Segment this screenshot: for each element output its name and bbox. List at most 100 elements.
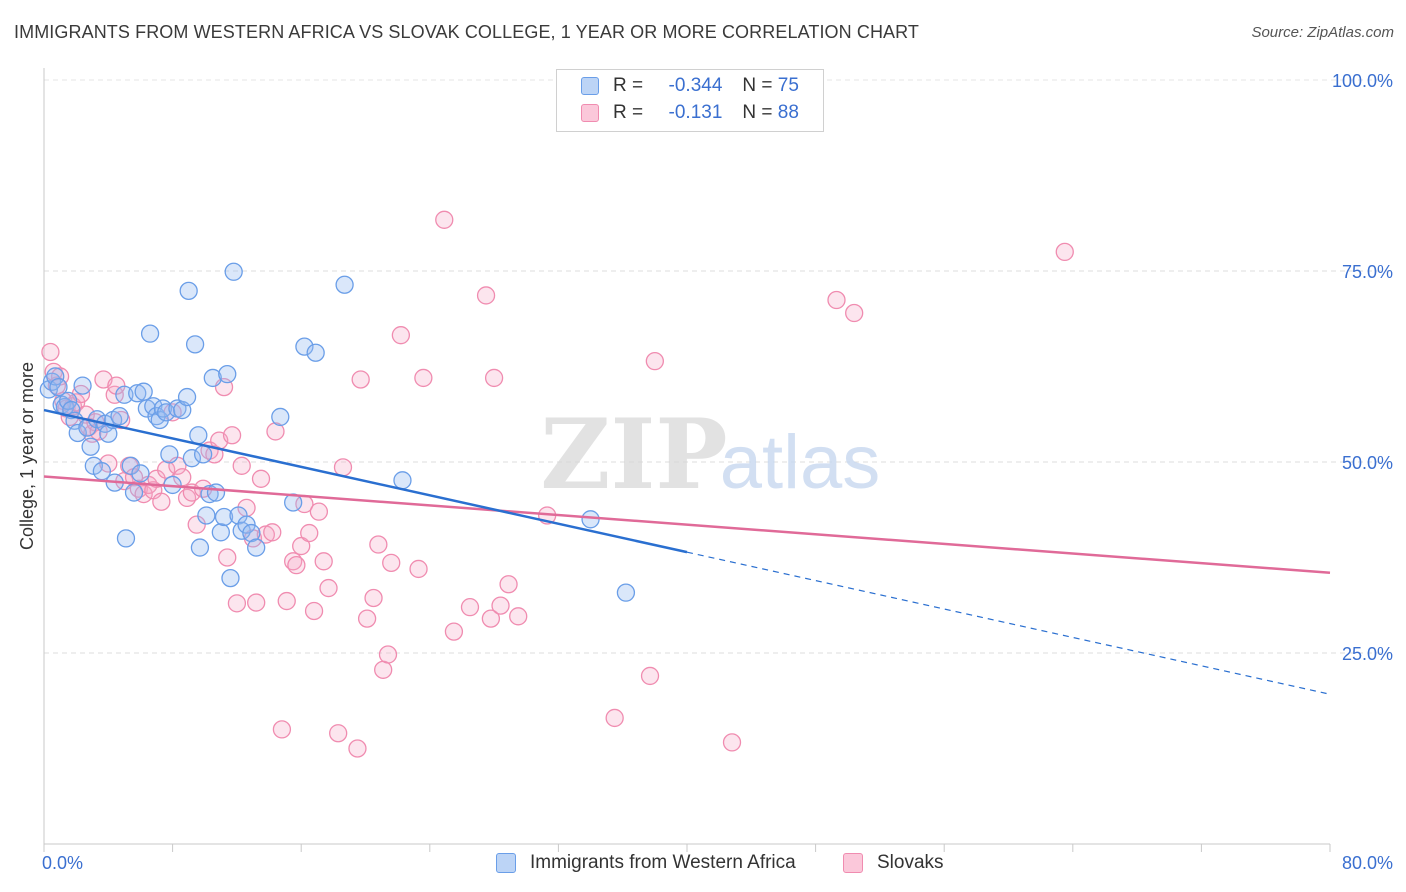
point-western-africa bbox=[295, 337, 314, 356]
point-slovaks bbox=[314, 552, 333, 571]
y-tick-label: 75.0% bbox=[1342, 262, 1393, 282]
legend-swatch-pink bbox=[581, 104, 599, 122]
point-western-africa bbox=[73, 376, 92, 395]
point-slovaks bbox=[266, 422, 285, 441]
legend-n-label: N = bbox=[742, 75, 773, 96]
point-slovaks bbox=[845, 303, 864, 323]
point-slovaks bbox=[722, 733, 742, 752]
point-slovaks bbox=[378, 645, 398, 664]
point-western-africa bbox=[221, 568, 240, 588]
point-slovaks bbox=[481, 609, 501, 628]
point-slovaks bbox=[509, 607, 528, 626]
point-slovaks bbox=[827, 290, 846, 310]
legend-r-label: R = bbox=[613, 75, 644, 96]
chart-source: Source: ZipAtlas.com bbox=[1251, 24, 1394, 41]
point-slovaks bbox=[329, 724, 348, 743]
point-western-africa bbox=[121, 456, 140, 475]
trendline-western-africa bbox=[43, 408, 688, 554]
point-western-africa bbox=[193, 445, 213, 464]
point-slovaks bbox=[227, 594, 247, 613]
correlation-legend: R = -0.344 N = 75 R = -0.131 N = 88 bbox=[556, 69, 824, 132]
series-legend-label: Immigrants from Western Africa bbox=[530, 852, 796, 873]
point-western-africa bbox=[335, 275, 354, 294]
point-slovaks bbox=[147, 469, 166, 488]
point-western-africa bbox=[237, 515, 256, 534]
y-tick-label: 25.0% bbox=[1342, 644, 1393, 664]
point-slovaks bbox=[218, 548, 237, 567]
point-western-africa bbox=[81, 437, 100, 456]
point-western-africa bbox=[214, 507, 234, 527]
point-slovaks bbox=[105, 385, 124, 404]
series-legend: Immigrants from Western Africa Slovaks bbox=[0, 852, 1406, 878]
point-western-africa bbox=[116, 529, 136, 548]
point-western-africa bbox=[247, 538, 266, 557]
point-slovaks bbox=[277, 591, 296, 611]
point-western-africa bbox=[206, 483, 226, 502]
point-slovaks bbox=[272, 720, 292, 739]
legend-row-western-africa: R = -0.344 N = 75 bbox=[581, 74, 799, 98]
x-tick-label: 0.0% bbox=[42, 853, 83, 873]
point-western-africa bbox=[581, 510, 600, 529]
point-western-africa bbox=[185, 335, 205, 354]
point-slovaks bbox=[287, 555, 306, 575]
point-slovaks bbox=[374, 660, 393, 679]
point-slovaks bbox=[382, 553, 401, 572]
point-slovaks bbox=[460, 598, 480, 617]
point-western-africa bbox=[211, 523, 230, 542]
watermark-atlas: atlas bbox=[720, 420, 881, 505]
point-slovaks bbox=[435, 210, 454, 229]
point-western-africa bbox=[197, 506, 216, 525]
point-slovaks bbox=[369, 535, 388, 554]
watermark-zip: ZIP bbox=[540, 398, 727, 511]
point-slovaks bbox=[357, 609, 377, 628]
legend-n-value: 88 bbox=[777, 102, 799, 123]
legend-n-label: N = bbox=[742, 102, 773, 123]
point-slovaks bbox=[364, 588, 383, 608]
trendline-slovaks bbox=[43, 475, 1331, 575]
y-axis-label: College, 1 year or more bbox=[17, 362, 37, 550]
legend-r-label: R = bbox=[613, 102, 644, 123]
x-tick-label: 80.0% bbox=[1342, 853, 1393, 873]
legend-r-value: -0.344 bbox=[668, 75, 723, 96]
point-western-africa bbox=[128, 384, 147, 403]
point-slovaks bbox=[645, 352, 664, 371]
point-slovaks bbox=[251, 469, 271, 488]
point-slovaks bbox=[41, 342, 60, 362]
point-western-africa bbox=[134, 382, 153, 401]
legend-row-slovaks: R = -0.131 N = 88 bbox=[581, 101, 799, 125]
point-slovaks bbox=[640, 666, 660, 686]
point-western-africa bbox=[190, 538, 210, 557]
series-legend-item-western-africa: Immigrants from Western Africa bbox=[496, 852, 796, 874]
point-western-africa bbox=[242, 523, 261, 543]
point-slovaks bbox=[187, 515, 206, 534]
point-western-africa bbox=[189, 426, 208, 445]
point-western-africa bbox=[616, 583, 636, 602]
point-western-africa bbox=[160, 445, 179, 464]
point-slovaks bbox=[491, 596, 510, 615]
point-slovaks bbox=[333, 458, 353, 477]
point-slovaks bbox=[319, 578, 338, 598]
point-western-africa bbox=[271, 407, 290, 427]
point-western-africa bbox=[177, 387, 197, 407]
point-western-africa bbox=[306, 343, 325, 362]
series-legend-label: Slovaks bbox=[877, 852, 944, 873]
point-western-africa bbox=[46, 367, 65, 386]
point-western-africa bbox=[182, 449, 202, 468]
point-western-africa bbox=[124, 483, 144, 502]
point-slovaks bbox=[1055, 242, 1074, 262]
point-western-africa bbox=[224, 262, 243, 281]
point-western-africa bbox=[203, 368, 222, 388]
point-slovaks bbox=[391, 326, 411, 345]
point-western-africa bbox=[131, 464, 150, 483]
point-western-africa bbox=[110, 407, 129, 426]
point-slovaks bbox=[348, 739, 367, 758]
point-western-africa bbox=[49, 377, 68, 397]
point-slovaks bbox=[152, 492, 171, 511]
point-slovaks bbox=[605, 708, 624, 728]
trendline-western-africa-extension bbox=[686, 551, 1331, 695]
point-slovaks bbox=[304, 601, 324, 621]
point-slovaks bbox=[484, 368, 504, 388]
point-slovaks bbox=[157, 460, 176, 479]
point-western-africa bbox=[140, 324, 160, 343]
